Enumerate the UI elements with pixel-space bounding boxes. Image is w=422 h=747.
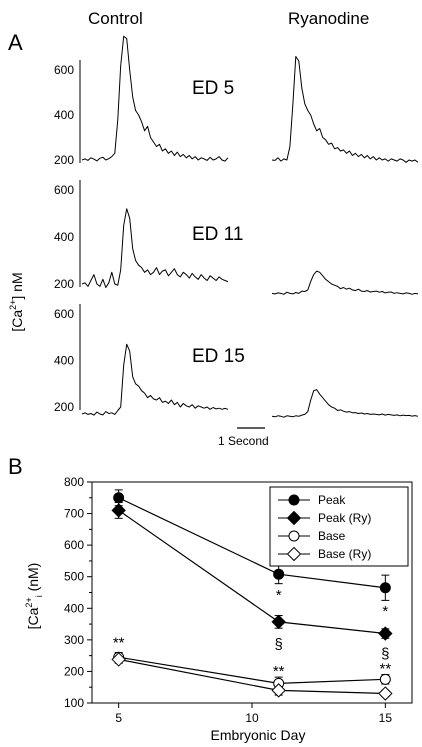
data-point bbox=[271, 614, 286, 630]
trace-tick-label: 600 bbox=[54, 63, 74, 77]
trace-tick-label: 200 bbox=[54, 400, 74, 414]
trace-tick-label: 600 bbox=[54, 307, 74, 321]
data-point bbox=[288, 494, 300, 506]
legend-label: Peak bbox=[318, 493, 346, 507]
series-line bbox=[118, 656, 386, 685]
x-tick-label: 5 bbox=[115, 711, 122, 725]
series-line bbox=[118, 658, 386, 695]
y-tick-label: 100 bbox=[64, 696, 84, 710]
data-point bbox=[286, 546, 302, 562]
significance-marker: * bbox=[276, 587, 282, 604]
embryonic-day-label: ED 5 bbox=[192, 78, 234, 99]
trace-tick-label: 600 bbox=[54, 183, 74, 197]
ryanodine-trace bbox=[271, 56, 419, 163]
significance-marker: § bbox=[274, 636, 282, 653]
significance-marker: * bbox=[382, 603, 388, 620]
ryanodine-trace bbox=[271, 270, 419, 295]
legend-label: Base bbox=[318, 529, 346, 543]
scale-bar-label: 1 Second bbox=[218, 434, 269, 448]
control-trace bbox=[81, 208, 229, 288]
data-point bbox=[378, 626, 393, 641]
trace-tick-label: 200 bbox=[54, 153, 74, 167]
y-axis-label: [Ca2+i (nM) bbox=[24, 563, 44, 630]
significance-marker: ** bbox=[273, 663, 285, 680]
y-tick-label: 300 bbox=[64, 633, 84, 647]
x-tick-label: 10 bbox=[245, 711, 259, 725]
y-tick-label: 800 bbox=[64, 475, 84, 489]
data-point bbox=[111, 503, 126, 518]
significance-marker: ** bbox=[113, 634, 125, 651]
ryanodine-trace bbox=[271, 389, 419, 418]
y-tick-label: 500 bbox=[64, 570, 84, 584]
trace-tick-label: 400 bbox=[54, 108, 74, 122]
panel-b-letter: B bbox=[8, 454, 23, 479]
data-point bbox=[113, 492, 125, 504]
x-tick-label: 15 bbox=[379, 711, 393, 725]
y-tick-label: 600 bbox=[64, 538, 84, 552]
column-heading-control: Control bbox=[88, 9, 143, 28]
embryonic-day-label: ED 15 bbox=[192, 346, 245, 367]
data-point bbox=[379, 582, 391, 594]
control-trace bbox=[81, 343, 229, 416]
panel-a-y-label: [Ca2+] nM bbox=[8, 272, 25, 331]
x-axis-label: Embryonic Day bbox=[211, 727, 306, 743]
data-point bbox=[111, 652, 126, 667]
embryonic-day-label: ED 11 bbox=[192, 224, 243, 245]
significance-marker: ** bbox=[379, 661, 391, 678]
y-tick-label: 400 bbox=[64, 601, 84, 615]
data-point bbox=[378, 686, 393, 701]
panel-a-letter: A bbox=[8, 30, 23, 55]
trace-tick-label: 200 bbox=[54, 277, 74, 291]
data-point bbox=[286, 510, 302, 526]
column-heading-ryanodine: Ryanodine bbox=[288, 9, 369, 28]
legend-label: Base (Ry) bbox=[318, 547, 371, 561]
trace-tick-label: 400 bbox=[54, 354, 74, 368]
y-tick-label: 200 bbox=[64, 664, 84, 678]
control-trace bbox=[81, 35, 229, 162]
data-point bbox=[379, 673, 391, 685]
panel-a-traces: 200 400 600 ED 5 200 400 600 ED 11 200 400 600 ED 1… bbox=[54, 35, 419, 418]
data-point bbox=[273, 568, 285, 580]
legend-label: Peak (Ry) bbox=[318, 511, 371, 525]
data-point bbox=[288, 530, 300, 542]
data-point bbox=[271, 683, 286, 698]
y-tick-label: 700 bbox=[64, 507, 84, 521]
trace-tick-label: 400 bbox=[54, 230, 74, 244]
significance-marker: § bbox=[381, 645, 389, 662]
